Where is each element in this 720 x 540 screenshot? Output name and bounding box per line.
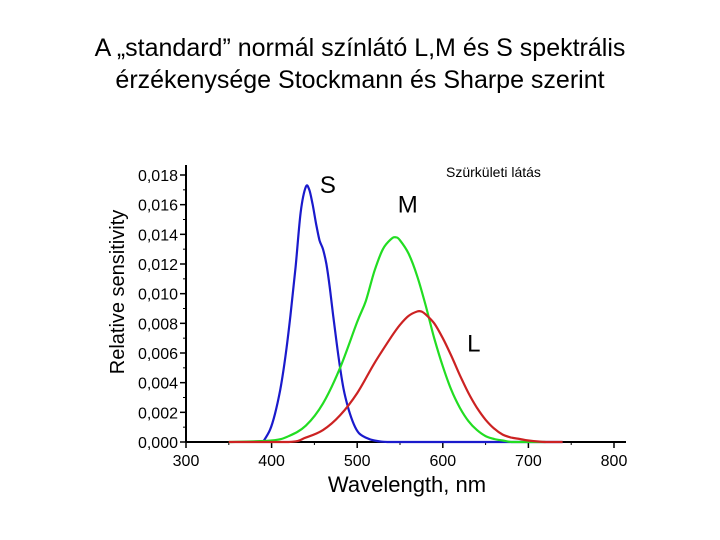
series-m-line — [228, 236, 546, 444]
series-s-line — [262, 184, 563, 444]
x-tick-label: 600 — [429, 453, 456, 470]
x-tick-label: 500 — [344, 453, 371, 470]
y-tick-label: 0,018 — [138, 168, 178, 185]
y-tick-label: 0,016 — [138, 198, 178, 215]
tick-marks — [180, 174, 615, 448]
y-tick-label: 0,002 — [138, 405, 178, 422]
series-l-label: L — [467, 330, 480, 357]
y-tick-label: 0,014 — [138, 227, 178, 244]
y-tick-labels: 0,000 0,002 0,004 0,006 0,008 0,010 0,012 0,014… — [138, 168, 178, 452]
x-tick-label: 800 — [601, 453, 628, 470]
slide-title-line-2: érzékenysége Stockmann és Sharpe szerint — [115, 66, 605, 94]
series-s-label: S — [320, 172, 336, 199]
y-tick-label: 0,000 — [138, 435, 178, 452]
x-axis-title: Wavelength, nm — [328, 472, 486, 497]
curves — [228, 184, 563, 444]
y-tick-label: 0,010 — [138, 287, 178, 304]
series-m-label: M — [398, 191, 418, 218]
y-tick-label: 0,008 — [138, 316, 178, 333]
y-axis-title: Relative sensitivity — [107, 210, 129, 375]
y-tick-label: 0,006 — [138, 346, 178, 363]
x-tick-labels: 300 400 500 600 700 800 — [173, 453, 628, 470]
slide-title: A „standard” normál színlátó L,M és S sp… — [0, 32, 720, 96]
x-tick-label: 700 — [515, 453, 542, 470]
chart-annotation: Szürkületi látás — [446, 164, 541, 180]
y-tick-label: 0,012 — [138, 257, 178, 274]
slide-title-line-1: A „standard” normál színlátó L,M és S sp… — [94, 34, 626, 62]
curve-labels: S M L — [320, 172, 481, 358]
x-tick-label: 300 — [173, 453, 200, 470]
y-tick-label: 0,004 — [138, 376, 178, 393]
x-tick-label: 400 — [258, 453, 285, 470]
series-l-line — [228, 309, 563, 444]
